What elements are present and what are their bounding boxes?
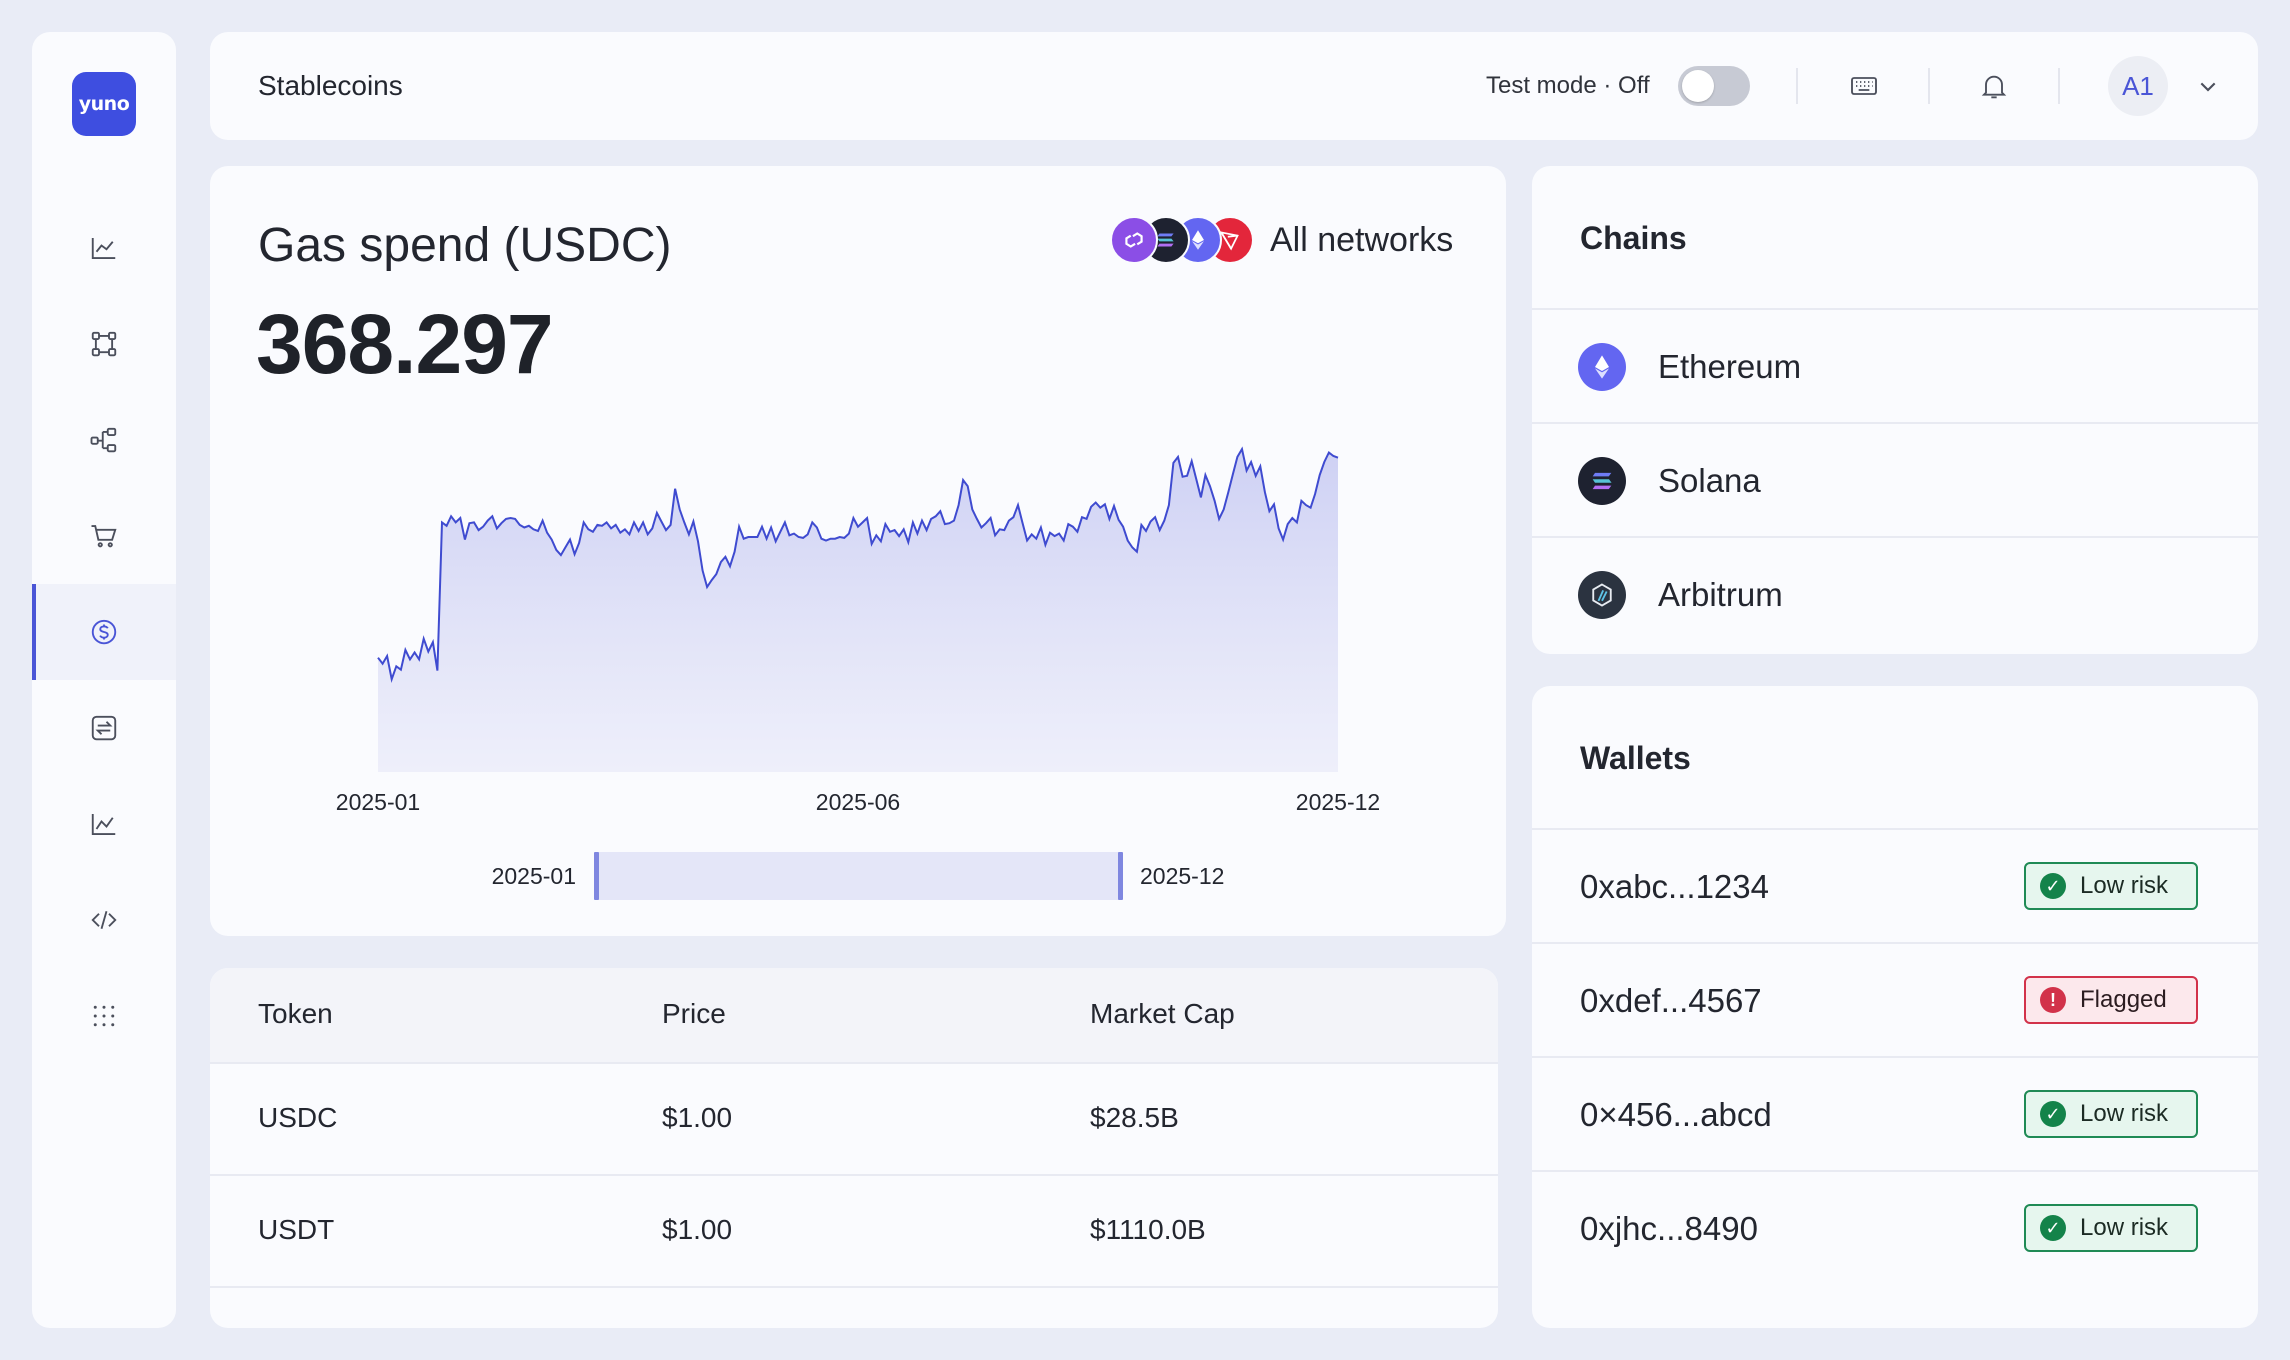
chain-name: Arbitrum: [1658, 576, 1783, 613]
wallet-item[interactable]: 0xabc...1234 ✓ Low risk: [1532, 828, 2258, 942]
keyboard-icon[interactable]: [1848, 70, 1880, 102]
range-end-label: 2025-12: [1140, 863, 1224, 889]
wallet-item[interactable]: 0×456...abcd ✓ Low risk: [1532, 1056, 2258, 1170]
test-mode-toggle[interactable]: [1678, 66, 1750, 106]
polygon-icon: [1110, 216, 1158, 264]
range-handle-start[interactable]: [594, 852, 599, 900]
avatar[interactable]: A1: [2108, 56, 2168, 116]
chart-area: [378, 449, 1338, 772]
solana-icon: [1578, 457, 1626, 505]
chart-title: Gas spend (USDC): [258, 219, 672, 272]
x-tick-label: 2025-01: [336, 789, 420, 815]
sidebar: yuno: [32, 32, 176, 1328]
check-circle-icon: ✓: [2040, 1215, 2066, 1241]
chevron-down-icon[interactable]: [2192, 70, 2224, 102]
range-handle-end[interactable]: [1118, 852, 1123, 900]
wallets-card: Wallets 0xabc...1234 ✓ Low risk 0xdef...…: [1532, 686, 2258, 1328]
nav-apps[interactable]: [32, 968, 176, 1064]
table-row[interactable]: USDC $1.00 $28.5B: [210, 1064, 1498, 1176]
chain-item-ethereum[interactable]: Ethereum: [1532, 308, 2258, 422]
token-market-cap: $1110.0B: [1090, 1214, 1206, 1245]
token-table: Token Price Market Cap USDC $1.00 $28.5B…: [210, 968, 1498, 1328]
wallet-item[interactable]: 0xjhc...8490 ✓ Low risk: [1532, 1170, 2258, 1284]
token-name: USDT: [258, 1214, 335, 1245]
check-circle-icon: ✓: [2040, 1101, 2066, 1127]
page-title: Stablecoins: [258, 70, 403, 101]
nav-nodes[interactable]: [32, 296, 176, 392]
chains-title: Chains: [1580, 220, 1687, 256]
network-label: All networks: [1270, 220, 1454, 259]
nodes-icon: [91, 331, 117, 357]
nav-transfers[interactable]: [32, 680, 176, 776]
nav-analytics[interactable]: [32, 776, 176, 872]
alert-circle-icon: !: [2040, 987, 2066, 1013]
x-axis: 2025-01 2025-06 2025-12: [336, 789, 1380, 815]
risk-label: Low risk: [2080, 1100, 2169, 1127]
gas-spend-chart[interactable]: 2025-01 2025-06 2025-12 2025-01 2025-12: [210, 166, 1506, 936]
wallet-address: 0xabc...1234: [1580, 868, 1769, 905]
risk-badge[interactable]: ✓ Low risk: [2024, 862, 2198, 910]
nav-commerce[interactable]: [32, 488, 176, 584]
dollar-circle-icon: [91, 619, 117, 645]
gas-spend-card: Gas spend (USDC) 368.297 All networks 20…: [210, 166, 1506, 936]
table-row[interactable]: USDT $1.00 $1110.0B: [210, 1176, 1498, 1288]
x-tick-label: 2025-12: [1296, 789, 1380, 815]
yuno-logo[interactable]: yuno: [72, 72, 136, 136]
wallet-address: 0xdef...4567: [1580, 982, 1762, 1019]
chart-line: [377, 446, 1339, 683]
flow-icon: [90, 427, 117, 453]
cart-icon: [91, 525, 117, 548]
range-selection[interactable]: [596, 852, 1122, 900]
chain-name: Ethereum: [1658, 348, 1802, 385]
risk-label: Low risk: [2080, 872, 2169, 899]
risk-badge[interactable]: ✓ Low risk: [2024, 1204, 2198, 1252]
risk-badge[interactable]: ✓ Low risk: [2024, 1090, 2198, 1138]
nav-developers[interactable]: [32, 872, 176, 968]
chains-card: Chains Ethereum Solana Arbitrum: [1532, 166, 2258, 654]
test-mode-label: Test mode · Off: [1486, 72, 1650, 99]
code-icon: [91, 910, 117, 930]
chain-name: Solana: [1658, 462, 1761, 499]
column-header-market-cap[interactable]: Market Cap: [1090, 998, 1235, 1029]
analytics-icon: [91, 814, 116, 835]
wallets-title: Wallets: [1580, 740, 1691, 776]
range-slider[interactable]: 2025-01 2025-12: [492, 852, 1225, 900]
nav-dashboard[interactable]: [32, 200, 176, 296]
chart-total-value: 368.297: [256, 297, 554, 391]
nav-stablecoins[interactable]: [32, 584, 176, 680]
arbitrum-icon: [1578, 571, 1626, 619]
chain-item-arbitrum[interactable]: Arbitrum: [1532, 536, 2258, 650]
token-name: USDC: [258, 1102, 338, 1133]
header-divider: [2058, 68, 2060, 104]
apps-grid-icon: [93, 1005, 115, 1027]
network-selector[interactable]: All networks: [1110, 214, 1453, 266]
top-header: Stablecoins Test mode · Off A1: [210, 32, 2258, 140]
token-price: $1.00: [662, 1214, 733, 1245]
bell-icon[interactable]: [1978, 70, 2010, 102]
risk-label: Flagged: [2080, 986, 2167, 1013]
wallet-address: 0×456...abcd: [1580, 1096, 1772, 1133]
risk-label: Low risk: [2080, 1214, 2169, 1241]
x-tick-label: 2025-06: [816, 789, 900, 815]
token-market-cap: $28.5B: [1090, 1102, 1179, 1133]
range-start-label: 2025-01: [492, 863, 576, 889]
token-price: $1.00: [662, 1102, 733, 1133]
risk-badge[interactable]: ! Flagged: [2024, 976, 2198, 1024]
header-divider: [1796, 68, 1798, 104]
line-chart-icon: [91, 238, 116, 259]
header-divider: [1928, 68, 1930, 104]
nav-flows[interactable]: [32, 392, 176, 488]
wallet-item[interactable]: 0xdef...4567 ! Flagged: [1532, 942, 2258, 1056]
table-header-row: Token Price Market Cap: [210, 968, 1498, 1064]
column-header-price[interactable]: Price: [662, 998, 726, 1029]
wallet-address: 0xjhc...8490: [1580, 1210, 1758, 1247]
column-header-token[interactable]: Token: [258, 998, 333, 1029]
transfer-icon: [91, 715, 117, 741]
ethereum-icon: [1578, 343, 1626, 391]
chain-item-solana[interactable]: Solana: [1532, 422, 2258, 536]
check-circle-icon: ✓: [2040, 873, 2066, 899]
